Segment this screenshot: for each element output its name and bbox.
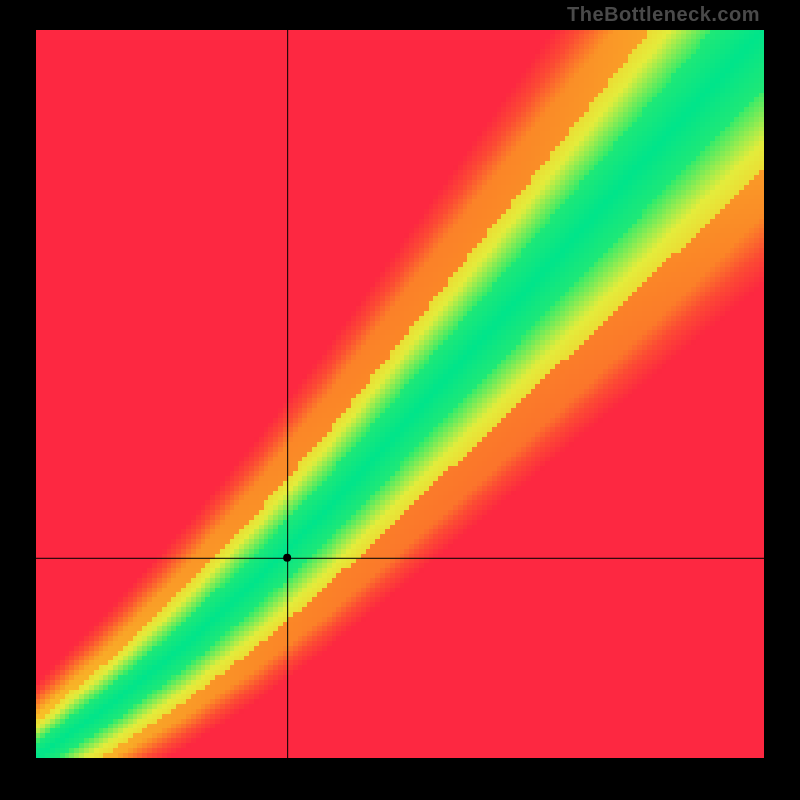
watermark-text: TheBottleneck.com bbox=[567, 4, 760, 27]
heatmap-canvas bbox=[36, 30, 764, 758]
chart-frame: TheBottleneck.com bbox=[0, 0, 800, 800]
heatmap-plot bbox=[36, 30, 764, 758]
